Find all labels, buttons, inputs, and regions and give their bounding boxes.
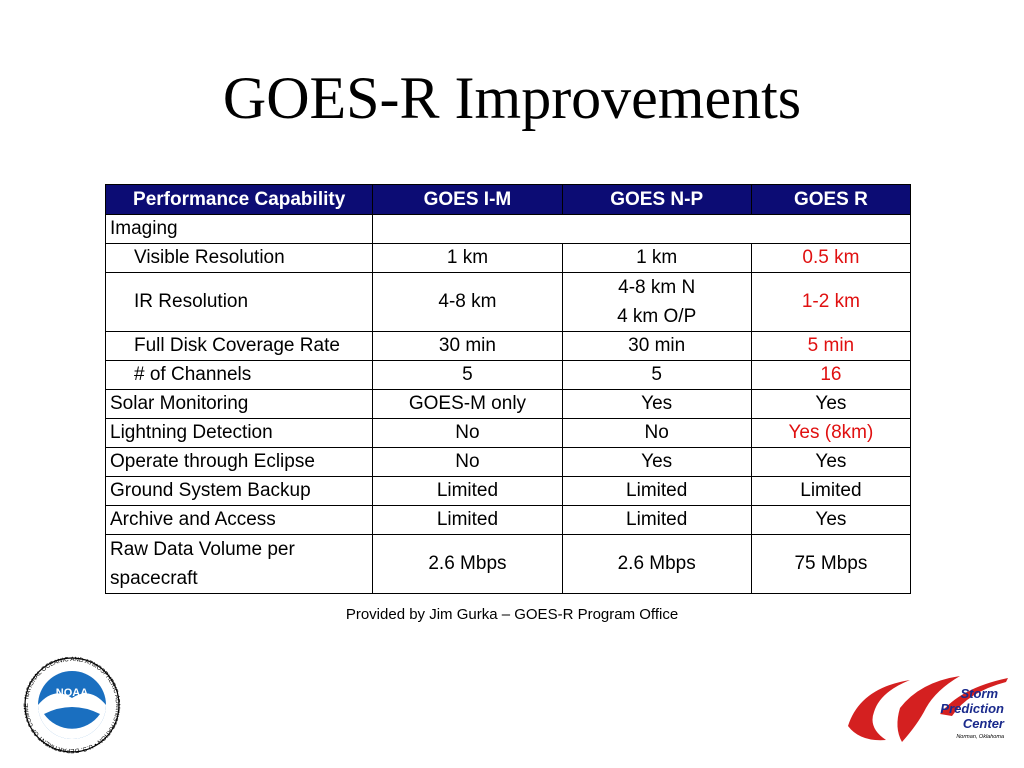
row-label: Solar Monitoring: [104, 389, 374, 419]
row-label: Operate through Eclipse: [104, 447, 374, 477]
spc-text-storm: Storm: [960, 686, 998, 701]
row-label: Visible Resolution: [104, 243, 374, 273]
table-row: Full Disk Coverage Rate 30 min 30 min 5 …: [104, 331, 912, 361]
cell-line: 4-8 km N: [618, 277, 696, 298]
cell-goes-np: 2.6 Mbps: [561, 534, 752, 594]
cell-goes-r: Yes (8km): [750, 418, 912, 448]
table-row-imaging-section: Imaging: [104, 214, 911, 244]
spc-text-location: Norman, Oklahoma: [956, 734, 1004, 740]
label-line: spacecraft: [110, 568, 198, 589]
table-row: Lightning Detection No No Yes (8km): [104, 418, 912, 448]
table-row: Operate through Eclipse No Yes Yes: [104, 447, 912, 477]
row-label: Lightning Detection: [104, 418, 374, 448]
cell-goes-im: 2.6 Mbps: [372, 534, 563, 594]
cell-line: 4 km O/P: [617, 306, 697, 327]
cell-goes-np: 4-8 km N 4 km O/P: [561, 272, 752, 332]
noaa-logo: NATIONAL OCEANIC AND ATMOSPHERIC ADMINIS…: [14, 656, 121, 754]
table-row: Visible Resolution 1 km 1 km 0.5 km: [104, 243, 912, 273]
section-label-imaging: Imaging: [104, 214, 374, 244]
cell-goes-im: GOES-M only: [372, 389, 563, 419]
cell-goes-np: No: [561, 418, 752, 448]
cell-goes-im: No: [372, 447, 563, 477]
spc-swoosh-icon: [940, 678, 1008, 716]
cell-goes-np: 30 min: [561, 331, 752, 361]
cell-goes-im: 4-8 km: [372, 272, 563, 332]
cell-goes-np: Limited: [561, 505, 752, 535]
row-label: # of Channels: [104, 360, 374, 390]
row-label: Ground System Backup: [104, 476, 374, 506]
cell-goes-r: Yes: [750, 447, 912, 477]
cell-goes-r: Limited: [750, 476, 912, 506]
cell-goes-r: 16: [750, 360, 912, 390]
table-row: Solar Monitoring GOES-M only Yes Yes: [104, 389, 912, 419]
noaa-logo-text: NOAA: [56, 687, 88, 699]
cell-goes-im: Limited: [372, 476, 563, 506]
cell-goes-np: Yes: [561, 447, 752, 477]
spc-logo: Storm Prediction Center Norman, Oklahoma: [848, 676, 1008, 742]
cell-goes-np: Limited: [561, 476, 752, 506]
table-row: # of Channels 5 5 16: [104, 360, 912, 390]
row-label: Archive and Access: [104, 505, 374, 535]
cell-goes-r: Yes: [750, 389, 912, 419]
section-empty-cell: [372, 214, 911, 244]
table-row: Archive and Access Limited Limited Yes: [104, 505, 912, 535]
table-row: Raw Data Volume per spacecraft 2.6 Mbps 2…: [104, 534, 912, 594]
cell-goes-im: No: [372, 418, 563, 448]
label-line: Raw Data Volume per: [110, 539, 295, 560]
table-row: Ground System Backup Limited Limited Lim…: [104, 476, 912, 506]
cell-goes-im: 1 km: [372, 243, 563, 273]
cell-goes-r: 75 Mbps: [750, 534, 912, 594]
credit-line: Provided by Jim Gurka – GOES-R Program O…: [345, 606, 679, 623]
row-label: Full Disk Coverage Rate: [104, 331, 374, 361]
spc-text-prediction: Prediction: [940, 701, 1004, 716]
cell-goes-r: 1-2 km: [750, 272, 912, 332]
spc-swoosh-icon: [897, 676, 960, 742]
header-goes-r: GOES R: [750, 184, 912, 215]
header-goes-im: GOES I-M: [372, 184, 563, 215]
cell-goes-np: 5: [561, 360, 752, 390]
table-header-row: Performance Capability GOES I-M GOES N-P…: [104, 184, 912, 215]
row-label: Raw Data Volume per spacecraft: [104, 534, 374, 594]
spc-text-center: Center: [963, 716, 1005, 731]
cell-goes-r: 0.5 km: [750, 243, 912, 273]
cell-goes-r: Yes: [750, 505, 912, 535]
row-label: IR Resolution: [104, 272, 374, 332]
cell-goes-im: 5: [372, 360, 563, 390]
header-goes-np: GOES N-P: [561, 184, 752, 215]
table-row: IR Resolution 4-8 km 4-8 km N 4 km O/P 1-…: [104, 272, 912, 332]
noaa-wave-icon: [44, 707, 100, 729]
spc-swoosh-icon: [848, 680, 910, 741]
comparison-table: Performance Capability GOES I-M GOES N-P…: [104, 184, 912, 594]
header-performance-capability: Performance Capability: [104, 184, 374, 215]
cell-goes-np: Yes: [561, 389, 752, 419]
cell-goes-im: 30 min: [372, 331, 563, 361]
cell-goes-im: Limited: [372, 505, 563, 535]
cell-goes-r: 5 min: [750, 331, 912, 361]
slide-title: GOES-R Improvements: [222, 65, 802, 131]
cell-goes-np: 1 km: [561, 243, 752, 273]
